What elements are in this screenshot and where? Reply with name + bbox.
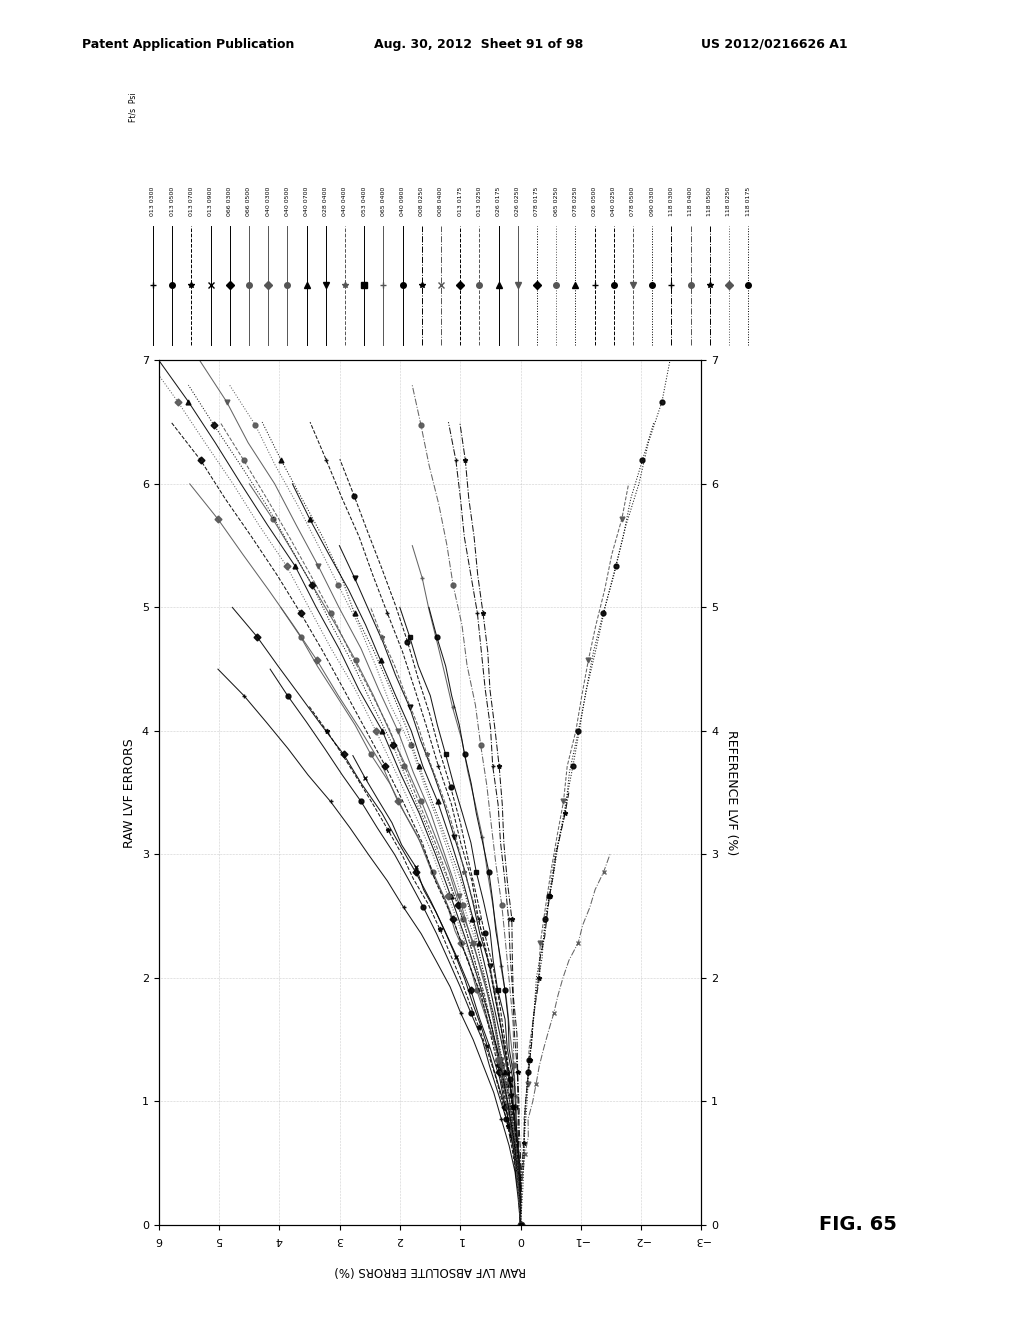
Text: 090 0300: 090 0300	[649, 186, 654, 216]
Text: 066 0300: 066 0300	[227, 186, 232, 216]
Text: 008 0400: 008 0400	[438, 186, 443, 216]
Text: 118 0250: 118 0250	[726, 186, 731, 216]
Text: FIG. 65: FIG. 65	[819, 1216, 897, 1234]
Y-axis label: RAW LVF ERRORS: RAW LVF ERRORS	[123, 738, 136, 847]
Text: 013 0250: 013 0250	[477, 186, 482, 216]
Text: 013 0500: 013 0500	[170, 186, 175, 216]
Text: 078 0175: 078 0175	[535, 186, 540, 216]
Text: 118 0500: 118 0500	[708, 187, 713, 216]
Text: Aug. 30, 2012  Sheet 91 of 98: Aug. 30, 2012 Sheet 91 of 98	[374, 37, 583, 50]
Text: 078 0250: 078 0250	[572, 186, 578, 216]
Text: 040 0900: 040 0900	[400, 186, 406, 216]
Text: 026 0250: 026 0250	[515, 186, 520, 216]
Text: 118 0400: 118 0400	[688, 186, 693, 216]
X-axis label: RAW LVF ABSOLUTE ERRORS (%): RAW LVF ABSOLUTE ERRORS (%)	[334, 1265, 526, 1278]
Text: 040 0250: 040 0250	[611, 186, 616, 216]
Text: 013 0175: 013 0175	[458, 186, 463, 216]
Text: 053 0400: 053 0400	[361, 186, 367, 216]
Y-axis label: REFERENCE LVF (%): REFERENCE LVF (%)	[725, 730, 737, 855]
Text: 065 0250: 065 0250	[554, 186, 559, 216]
Text: 026 0500: 026 0500	[592, 186, 597, 216]
Text: 008 0250: 008 0250	[419, 186, 424, 216]
Text: 013 0300: 013 0300	[151, 186, 156, 216]
Text: 013 0700: 013 0700	[188, 186, 194, 216]
Text: 040 0700: 040 0700	[304, 186, 309, 216]
Text: Patent Application Publication: Patent Application Publication	[82, 37, 294, 50]
Text: 078 0500: 078 0500	[631, 186, 636, 216]
Text: 013 0900: 013 0900	[208, 186, 213, 216]
Text: 040 0300: 040 0300	[265, 186, 270, 216]
Text: 040 0500: 040 0500	[285, 186, 290, 216]
Text: 065 0400: 065 0400	[381, 186, 386, 216]
Text: 026 0175: 026 0175	[496, 186, 501, 216]
Text: US 2012/0216626 A1: US 2012/0216626 A1	[701, 37, 848, 50]
Text: 118 0175: 118 0175	[745, 186, 751, 216]
Text: 118 0300: 118 0300	[669, 186, 674, 216]
Text: 028 0400: 028 0400	[324, 186, 329, 216]
Text: 066 0500: 066 0500	[247, 187, 252, 216]
Text: 040 0400: 040 0400	[342, 186, 347, 216]
Text: Ft/s  Psi: Ft/s Psi	[128, 92, 137, 121]
